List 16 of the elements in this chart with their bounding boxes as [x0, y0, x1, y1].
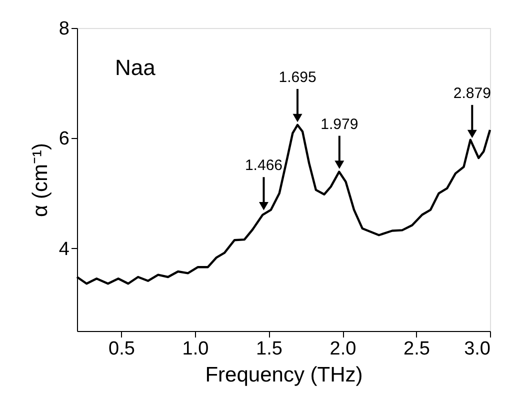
- x-tick-label: 2.0: [330, 338, 356, 360]
- x-tick-label: 1.5: [256, 338, 282, 360]
- annotation: 1.466: [244, 157, 283, 174]
- x-tick-label: 3.0: [464, 338, 490, 360]
- x-tick-label: 0.5: [108, 338, 135, 360]
- y-tick-label: 8: [58, 18, 70, 40]
- annotation: Naa: [115, 55, 156, 80]
- y-tick-label: 6: [58, 128, 70, 150]
- y-tick-label: 4: [58, 238, 70, 260]
- annotation: 1.695: [278, 68, 316, 86]
- x-axis-title: Frequency (THz): [205, 364, 363, 386]
- x-tick-label: 1.0: [182, 338, 209, 360]
- annotation: 2.879: [453, 84, 491, 102]
- y-axis-title: α (cm⁻¹): [28, 143, 52, 217]
- annotation: 1.979: [320, 116, 358, 133]
- x-tick-label: 2.5: [404, 338, 430, 360]
